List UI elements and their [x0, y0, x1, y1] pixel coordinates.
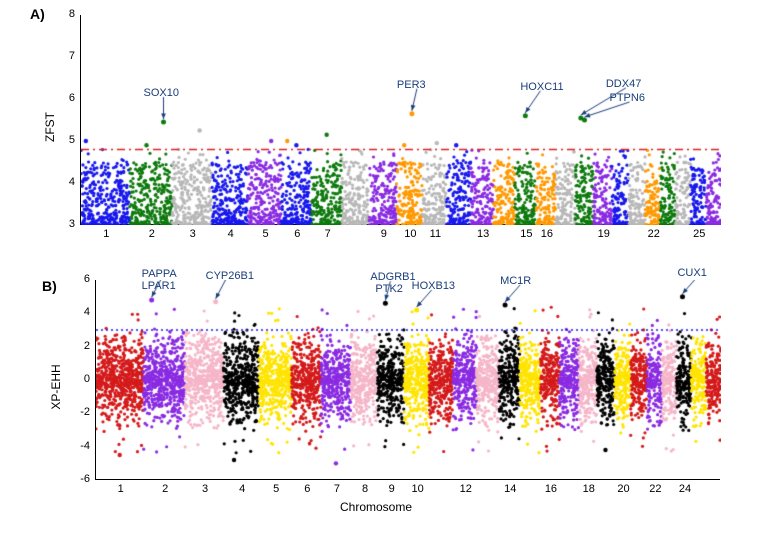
xtick: 22: [646, 483, 664, 495]
ytick: 4: [68, 306, 90, 318]
xtick: 24: [676, 483, 694, 495]
ytick: 8: [53, 8, 75, 20]
gene-label-ddx47: DDX47: [606, 78, 641, 90]
panel-a: A) ZFST SOX10 PER3 HOXC11 DDX47 PTPN6 3 4 5 6 7 8 1…: [0, 0, 760, 260]
ytick: 6: [68, 273, 90, 285]
xlabel-chromosome: Chromosome: [340, 500, 412, 514]
xtick: 3: [196, 483, 214, 495]
gene-label-lpar1: LPAR1: [142, 280, 176, 292]
xtick: 1: [97, 228, 115, 240]
xtick: 10: [409, 483, 427, 495]
panel-a-plot: SOX10PER3HOXC11DDX47PTPN6345678123456791…: [80, 15, 720, 225]
panel-a-canvas: [81, 15, 721, 225]
xtick: 25: [690, 228, 708, 240]
panel-b-ylabel: XP-EHH: [49, 347, 63, 427]
xtick: 13: [474, 228, 492, 240]
gene-label-ptk2: PTK2: [375, 283, 403, 295]
gene-label-hoxc11: HOXC11: [520, 81, 563, 93]
ytick: 4: [53, 176, 75, 188]
xtick: 19: [595, 228, 613, 240]
panel-b: B) XP-EHH PAPPALPAR1 CYP26B1 ADGRB1PTK2 HOX…: [0, 270, 760, 520]
ytick: 0: [68, 373, 90, 385]
panel-a-ylabel: ZFST: [43, 97, 57, 157]
panel-a-label: A): [30, 6, 45, 22]
gene-label-ptpn6: PTPN6: [610, 92, 645, 104]
gene-label-cux1: CUX1: [677, 267, 706, 279]
xtick: 7: [319, 228, 337, 240]
xtick: 16: [542, 483, 560, 495]
xtick: 10: [401, 228, 419, 240]
gene-label-adgrb1: ADGRB1: [370, 271, 415, 283]
ytick: 7: [53, 50, 75, 62]
xtick: 11: [426, 228, 444, 240]
gene-label-sox10: SOX10: [144, 87, 179, 99]
xtick: 16: [538, 228, 556, 240]
xtick: 18: [580, 483, 598, 495]
xtick: 4: [222, 228, 240, 240]
gene-label-cyp26b1: CYP26B1: [206, 270, 254, 282]
xtick: 8: [356, 483, 374, 495]
ytick: -6: [68, 473, 90, 485]
ytick: 5: [53, 134, 75, 146]
xtick: 4: [233, 483, 251, 495]
ytick: -4: [68, 440, 90, 452]
gene-label-per3: PER3: [397, 79, 426, 91]
xtick: 3: [184, 228, 202, 240]
xtick: 14: [501, 483, 519, 495]
xtick: 1: [112, 483, 130, 495]
ytick: 6: [53, 92, 75, 104]
xtick: 15: [517, 228, 535, 240]
xtick: 12: [457, 483, 475, 495]
gene-label-pappa: PAPPA: [142, 268, 177, 280]
xtick: 20: [615, 483, 633, 495]
ytick: 3: [53, 218, 75, 230]
gene-label-mc1r: MC1R: [500, 275, 531, 287]
ytick: 2: [68, 340, 90, 352]
gene-label-hoxb13: HOXB13: [412, 280, 455, 292]
xtick: 7: [328, 483, 346, 495]
ytick: -2: [68, 406, 90, 418]
xtick: 6: [288, 228, 306, 240]
xtick: 22: [645, 228, 663, 240]
xtick: 2: [156, 483, 174, 495]
panel-b-canvas: [96, 280, 721, 480]
xtick: 5: [257, 228, 275, 240]
xtick: 2: [143, 228, 161, 240]
xtick: 9: [375, 228, 393, 240]
xtick: 5: [267, 483, 285, 495]
panel-b-label: B): [42, 278, 57, 294]
panel-b-plot: PAPPALPAR1CYP26B1ADGRB1PTK2HOXB13MC1RCUX…: [95, 280, 720, 480]
xtick: 6: [298, 483, 316, 495]
xtick: 9: [383, 483, 401, 495]
